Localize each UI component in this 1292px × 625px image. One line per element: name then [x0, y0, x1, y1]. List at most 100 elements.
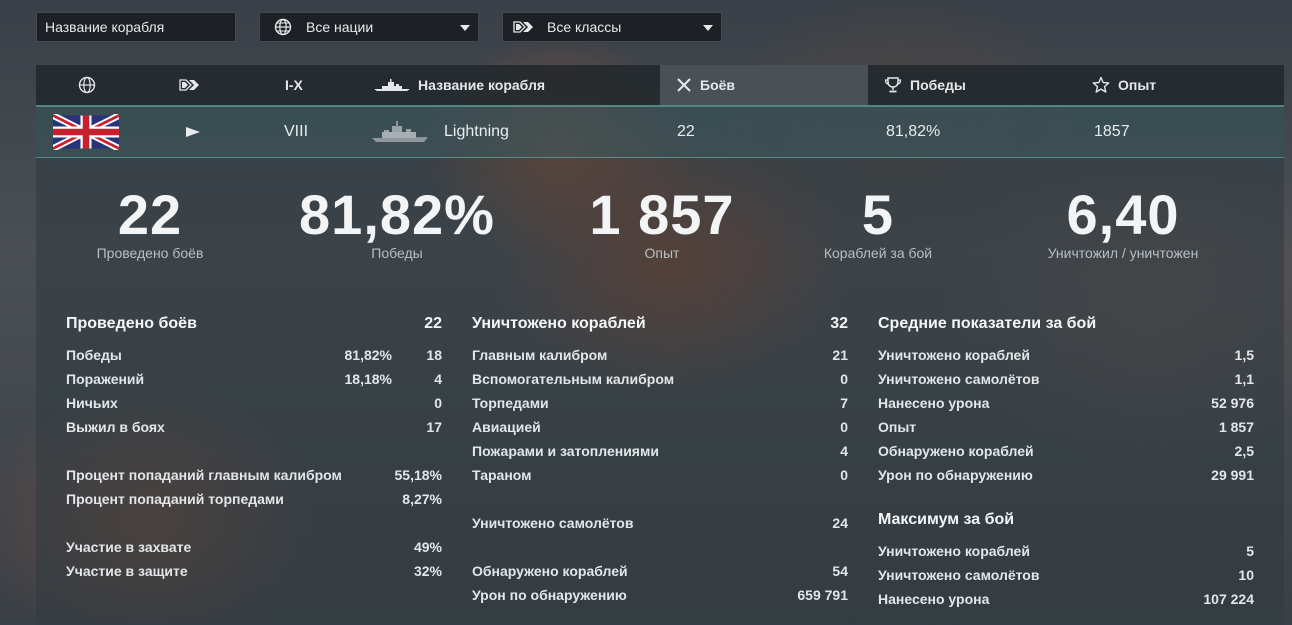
stat-label: Ничьих	[66, 395, 118, 411]
sort-by-xp[interactable]: Опыт	[1092, 65, 1156, 105]
stat-label: Обнаружено кораблей	[472, 563, 628, 579]
table-header: I-X Название корабля Боёв Победы Опыт	[36, 65, 1284, 107]
ship-classes-icon	[513, 18, 535, 36]
summary-wins: 81,82% Победы	[277, 183, 517, 262]
stat-row: Выжил в боях 17	[66, 415, 442, 439]
stat-label: Победы	[66, 347, 122, 363]
stat-value: 0	[840, 419, 848, 435]
stat-row: Урон по обнаружению 659 791	[472, 583, 848, 607]
stat-label: Поражений	[66, 371, 145, 387]
stat-value: 1,5	[1234, 347, 1254, 363]
sort-by-tier[interactable]: I-X	[285, 77, 303, 93]
stat-value: 17	[426, 419, 442, 435]
stat-label: Торпедами	[472, 395, 549, 411]
stat-value: 107 224	[1203, 591, 1254, 607]
stat-row: Процент попаданий главным калибром 55,18%	[66, 463, 442, 487]
stat-value: 659 791	[797, 587, 848, 603]
stat-label: Уничтожено кораблей	[878, 543, 1030, 559]
sort-by-wins[interactable]: Победы	[884, 65, 966, 105]
section-title-text: Уничтожено кораблей	[472, 315, 646, 332]
section-title-value: 22	[424, 315, 442, 332]
stat-label: Урон по обнаружению	[878, 467, 1033, 483]
stat-value: 1,1	[1234, 371, 1254, 387]
stat-label: Уничтожено самолётов	[878, 371, 1040, 387]
trophy-icon	[884, 77, 902, 93]
nation-dropdown[interactable]: Все нации	[259, 12, 479, 42]
stat-label: Обнаружено кораблей	[878, 443, 1034, 459]
stat-value: 10	[1238, 567, 1254, 583]
destroyer-class-icon	[186, 107, 200, 157]
stat-label: Пожарами и затоплениями	[472, 443, 659, 459]
globe-icon	[272, 18, 294, 36]
wins-header-label: Победы	[910, 77, 966, 93]
stat-value: 18	[426, 347, 442, 363]
stat-value: 29 991	[1211, 467, 1254, 483]
summary-value: 81,82%	[299, 183, 495, 246]
summary-battles: 22 Проведено боёв	[30, 183, 270, 262]
summary-xp: 1 857 Опыт	[542, 183, 782, 262]
stat-row: Уничтожено кораблей 1,5	[878, 343, 1254, 367]
sort-by-ship-name[interactable]: Название корабля	[374, 65, 545, 105]
sort-by-class-icon[interactable]	[178, 65, 210, 105]
stat-value: 0	[434, 395, 442, 411]
stat-row: Обнаружено кораблей 54	[472, 559, 848, 583]
stat-value: 32%	[413, 563, 442, 579]
stat-row: Ничьих 0	[66, 391, 442, 415]
uk-flag-icon	[53, 107, 119, 157]
class-dropdown[interactable]: Все классы	[502, 12, 722, 42]
stat-percent: 18,18%	[344, 371, 392, 387]
ship-tier: VIII	[284, 123, 309, 140]
section-title-value: 32	[830, 315, 848, 332]
stat-value: 21	[832, 347, 848, 363]
nation-dropdown-value: Все нации	[306, 19, 374, 35]
stat-label: Урон по обнаружению	[472, 587, 627, 603]
sort-by-battles[interactable]: Боёв	[660, 65, 868, 105]
stat-value: 4	[840, 443, 848, 459]
stat-label: Главным калибром	[472, 347, 608, 363]
stat-row: Опыт 1 857	[878, 415, 1254, 439]
stat-percent: 81,82%	[344, 347, 392, 363]
sort-by-nation-globe-icon[interactable]	[78, 65, 104, 105]
stat-label: Уничтожено самолётов	[472, 515, 634, 531]
ship-stats-panel: I-X Название корабля Боёв Победы Опыт	[36, 65, 1284, 625]
stat-row: Процент попаданий торпедами 8,27%	[66, 487, 442, 511]
stat-row: Участие в захвате 49%	[66, 535, 442, 559]
summary-label: Кораблей за бой	[823, 245, 933, 261]
summary-label: Опыт	[644, 245, 680, 261]
stat-value: 7	[840, 395, 848, 411]
stat-row: Уничтожено самолётов 1,1	[878, 367, 1254, 391]
stat-row: Авиацией 0	[472, 415, 848, 439]
summary-value: 5	[861, 183, 895, 246]
ship-row[interactable]: VIII Lightning 22 81,82% 1857	[36, 107, 1284, 158]
ship-name: Lightning	[444, 123, 509, 140]
summary-ships-per-battle: 5 Кораблей за бой	[758, 183, 998, 262]
ship-xp: 1857	[1094, 123, 1130, 140]
stat-label: Участие в захвате	[66, 539, 192, 555]
stat-label: Уничтожено самолётов	[878, 567, 1040, 583]
stat-label: Вспомогательным калибром	[472, 371, 675, 387]
xp-header-label: Опыт	[1118, 77, 1157, 93]
stat-value: 2,5	[1234, 443, 1254, 459]
ship-name-search-input[interactable]: Название корабля	[36, 12, 236, 42]
stat-row: Уничтожено самолётов 10	[878, 563, 1254, 587]
stat-row: Урон по обнаружению 29 991	[878, 463, 1254, 487]
section-title: Максимум за бой	[878, 507, 1254, 533]
stat-value: 49%	[413, 539, 442, 555]
stat-value: 5	[1246, 543, 1254, 559]
stat-label: Авиацией	[472, 419, 541, 435]
section-title: Уничтожено кораблей 32	[472, 311, 848, 337]
stat-label: Процент попаданий главным калибром	[66, 467, 342, 483]
stat-row: Уничтожено кораблей 5	[878, 539, 1254, 563]
ship-battles: 22	[677, 123, 695, 140]
summary-label: Победы	[371, 245, 423, 261]
stat-row: Нанесено урона 107 224	[878, 587, 1254, 611]
stat-row: Участие в защите 32%	[66, 559, 442, 583]
stat-row: Обнаружено кораблей 2,5	[878, 439, 1254, 463]
summary-value: 1 857	[589, 183, 735, 246]
stat-value: 4	[434, 371, 442, 387]
battles-stats-column: Проведено боёв 22 Победы 81,82% 18 Поражен…	[66, 311, 442, 583]
summary-kd-ratio: 6,40 Уничтожил / уничтожен	[1003, 185, 1243, 262]
summary-value: 22	[117, 183, 183, 246]
section-title-text: Максимум за бой	[878, 511, 1015, 528]
stat-row: Вспомогательным калибром 0	[472, 367, 848, 391]
